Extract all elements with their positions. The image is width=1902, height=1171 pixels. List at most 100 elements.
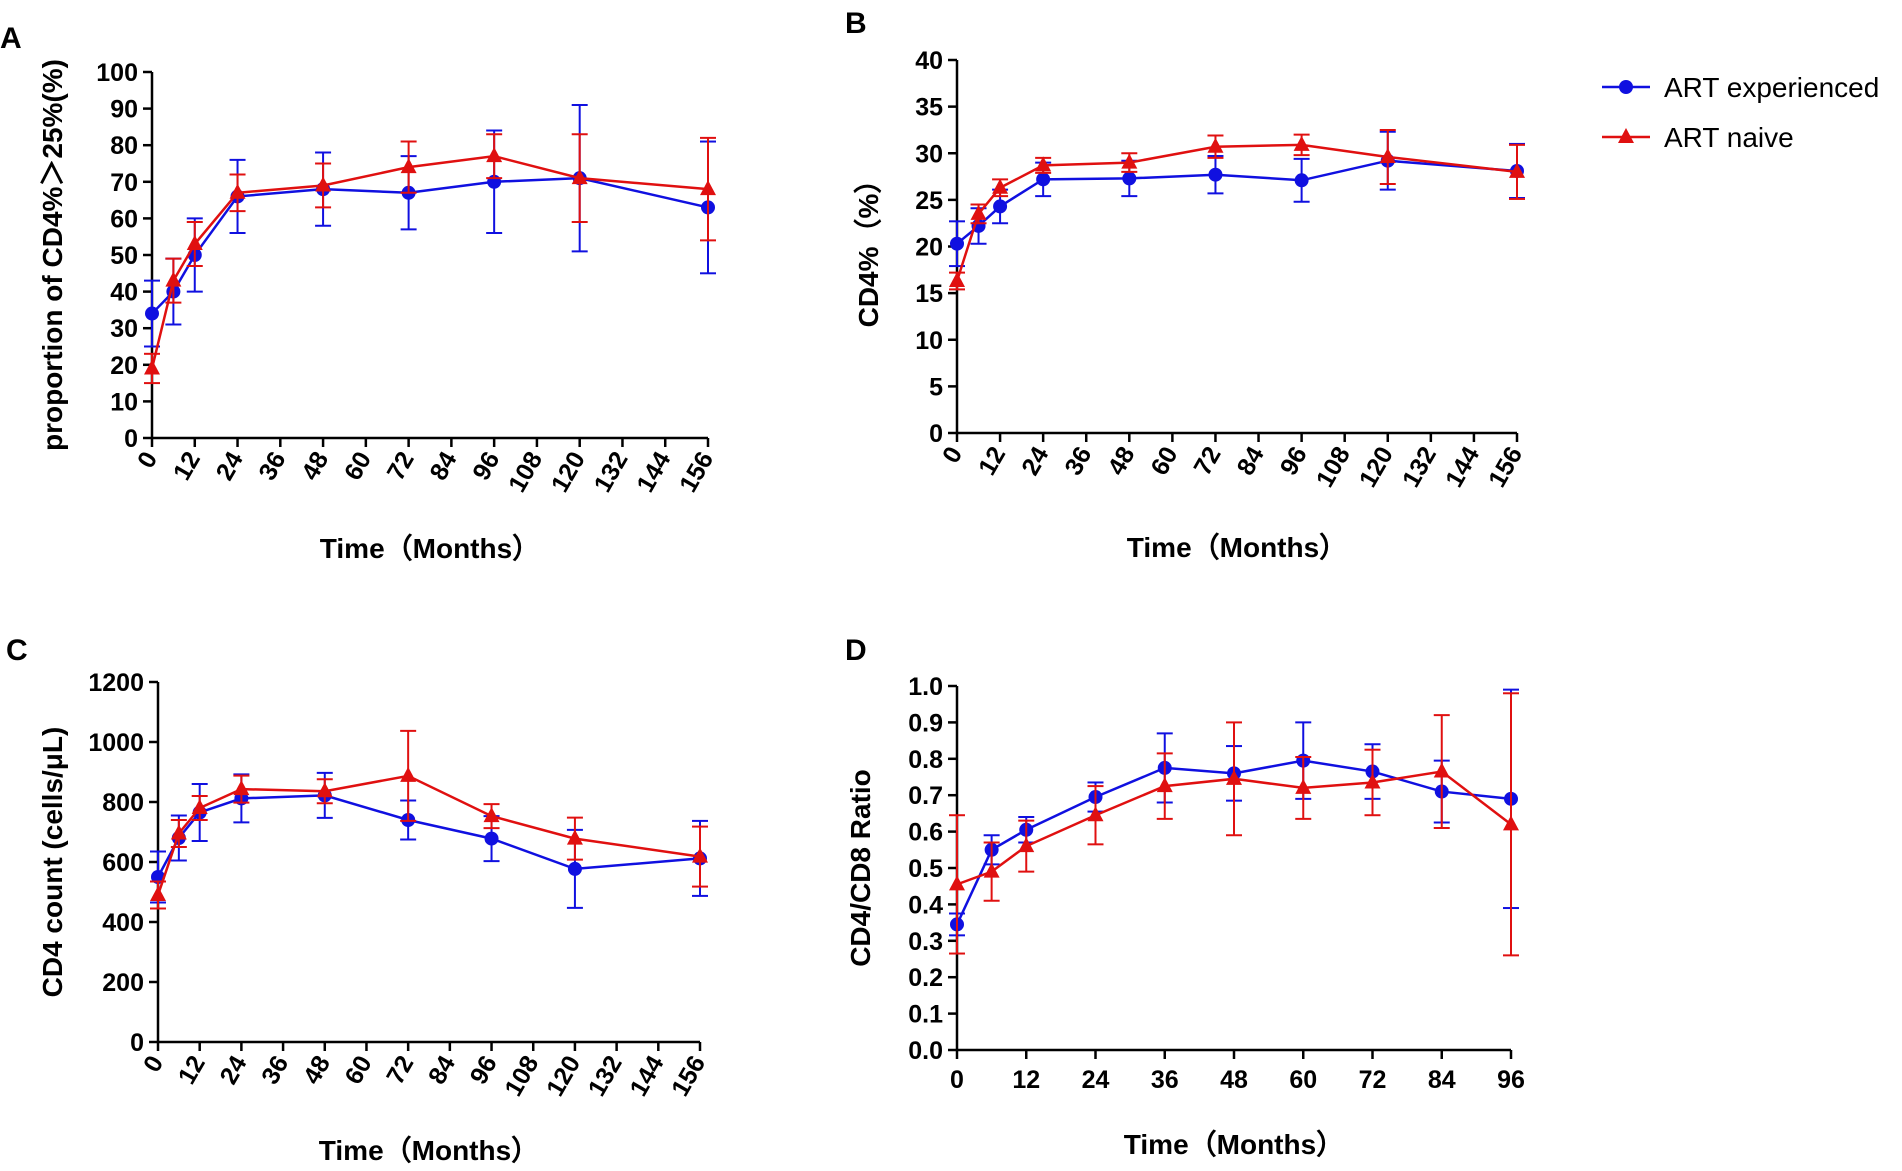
panel-a-point-art-naive <box>165 271 182 287</box>
panel-b-x-tick-label: 12 <box>973 442 1011 480</box>
panel-a-point-art-naive <box>400 158 417 174</box>
panel-b-point-art-naive <box>1379 147 1396 163</box>
panel-c-x-tick-label: 60 <box>340 1051 378 1089</box>
panel-a-y-tick-label: 90 <box>110 96 138 124</box>
panel-c-y-axis-label: CD4 count (cells/μL) <box>37 727 68 998</box>
panel-d-y-tick-label: 0.0 <box>908 1037 943 1065</box>
panel-d-y-tick-label: 0.2 <box>908 964 943 992</box>
panel-c-point-art-naive <box>150 886 166 901</box>
panel-c-y-tick-label: 0 <box>130 1029 144 1057</box>
panel-d: D 0.0 0.1 0.2 0.3 0.4 0.5 0.6 0.7 0.8 0.9 1.0 0 12 24… <box>845 634 1525 1160</box>
panel-a-x-tick-label: 84 <box>424 447 462 485</box>
panel-d-point-art-naive <box>983 862 1000 878</box>
panel-b-x-tick-label: 108 <box>1311 442 1356 492</box>
panel-d-x-tick-label: 12 <box>1012 1066 1040 1094</box>
panel-b-point-art-experienced <box>993 199 1008 214</box>
panel-d-y-tick-label: 1.0 <box>908 673 943 701</box>
panel-d-point-art-naive <box>1156 777 1173 793</box>
panel-b-point-art-naive <box>970 204 987 220</box>
panel-b-x-tick-label: 72 <box>1189 442 1227 480</box>
panel-b-y-tick-label: 5 <box>929 373 943 401</box>
panel-a-x-tick-label: 12 <box>168 447 206 485</box>
panel-d-point-art-naive <box>1433 762 1450 778</box>
panel-a-x-tick-label: 0 <box>132 447 163 473</box>
panel-c-x-tick-label: 0 <box>138 1051 169 1077</box>
panel-a-y-axis-label: proportion of CD4%＞25%(%) <box>37 59 68 451</box>
panel-c-point-art-experienced <box>567 861 582 876</box>
panel-d-line-art-experienced <box>955 759 1512 925</box>
panel-d-point-art-naive <box>1295 778 1312 794</box>
panel-a-series-art-experienced <box>144 103 716 348</box>
panel-a-x-tick-label: 144 <box>631 447 676 497</box>
panel-a-point-art-experienced <box>145 306 159 321</box>
panel-c-y-tick-label: 200 <box>102 969 144 997</box>
panel-b-y-tick-label: 30 <box>915 140 943 168</box>
panel-b-point-art-experienced <box>1036 172 1051 187</box>
panel-d-y-axis-label: CD4/CD8 Ratio <box>845 769 876 967</box>
legend-marker-triangle-icon <box>1618 128 1634 143</box>
panel-b-y-tick-label: 40 <box>915 47 943 75</box>
panel-b-y-tick-label: 35 <box>915 94 943 122</box>
panel-d-point-art-naive <box>1018 837 1035 853</box>
legend-item-art-experienced: ART experienced <box>1602 72 1879 103</box>
panel-d-x-tick-label: 24 <box>1082 1066 1110 1094</box>
panel-c-point-art-naive <box>170 824 187 840</box>
panel-a-x-tick-label: 60 <box>339 447 377 485</box>
panel-c-x-tick-label: 84 <box>423 1051 461 1089</box>
panel-c-point-art-naive <box>566 829 583 845</box>
panel-a-y-tick-label: 20 <box>110 352 138 380</box>
panel-c-x-tick-label: 48 <box>298 1051 336 1089</box>
panel-b-y-tick-label: 10 <box>915 327 943 355</box>
panel-a-y-tick-label: 0 <box>124 425 138 453</box>
panel-d-y-tick-label: 0.5 <box>908 855 943 883</box>
panel-c-point-art-naive <box>316 782 333 798</box>
panel-a-y-tick-label: 30 <box>110 315 138 343</box>
panel-b-x-tick-label: 0 <box>937 442 968 468</box>
panel-c-y-tick-label: 1200 <box>88 669 144 697</box>
panel-d-y-tick-label: 0.3 <box>908 928 943 956</box>
panel-b-x-tick-label: 84 <box>1232 442 1270 480</box>
panel-d-letter: D <box>845 634 867 667</box>
panel-a-y-tick-label: 70 <box>110 169 138 197</box>
legend-item-art-naive: ART naive <box>1602 122 1794 153</box>
panel-c-y-tick-label: 1000 <box>88 729 144 757</box>
panel-b-point-art-naive <box>1035 156 1052 172</box>
panel-a-point-art-naive <box>186 235 203 251</box>
panel-a-point-art-naive <box>229 183 246 199</box>
panel-a-y-tick-label: 40 <box>110 279 138 307</box>
panel-c-x-axis-label: Time（Months） <box>319 1134 539 1166</box>
panel-d-x-tick-label: 60 <box>1289 1066 1317 1094</box>
panel-c-x-tick-label: 36 <box>256 1051 294 1089</box>
panel-d-y-tick-label: 0.9 <box>908 709 943 737</box>
panel-d-point-art-naive <box>949 875 965 891</box>
panel-d-x-tick-label: 96 <box>1497 1066 1525 1094</box>
panel-a-x-tick-label: 108 <box>503 447 548 497</box>
panel-b-y-tick-label: 0 <box>929 420 943 448</box>
panel-d-x-tick-label: 0 <box>950 1066 964 1094</box>
panel-c-x-tick-label: 144 <box>624 1051 669 1101</box>
panel-c-x-tick-label: 96 <box>465 1051 503 1089</box>
panel-c-point-art-experienced <box>484 831 499 846</box>
panel-b-point-art-experienced <box>1294 173 1309 188</box>
panel-b-letter: B <box>845 7 867 40</box>
legend-label-art-naive: ART naive <box>1664 122 1794 153</box>
panel-a-x-tick-label: 24 <box>211 447 249 485</box>
panel-c-point-art-naive <box>483 807 500 823</box>
panel-a-x-axis-label: Time（Months） <box>320 532 540 564</box>
panel-a-y-tick-label: 10 <box>110 388 138 416</box>
panel-c-y-tick-label: 600 <box>102 849 144 877</box>
panel-d-point-art-naive <box>1364 773 1381 789</box>
panel-c-x-tick-label: 12 <box>173 1051 211 1089</box>
panel-b-point-art-experienced <box>950 236 964 251</box>
panel-c-point-art-naive <box>400 766 417 782</box>
panel-b-y-tick-label: 20 <box>915 234 943 262</box>
legend-label-art-experienced: ART experienced <box>1664 72 1879 103</box>
panel-b-x-tick-label: 36 <box>1059 442 1097 480</box>
panel-b-series-art-experienced <box>949 130 1525 268</box>
panel-d-y-tick-label: 0.6 <box>908 819 943 847</box>
panel-a-point-art-naive <box>486 147 503 163</box>
panel-c-x-tick-label: 156 <box>666 1051 711 1101</box>
panel-a-x-tick-label: 48 <box>296 447 334 485</box>
panel-a-y-tick-label: 50 <box>110 242 138 270</box>
